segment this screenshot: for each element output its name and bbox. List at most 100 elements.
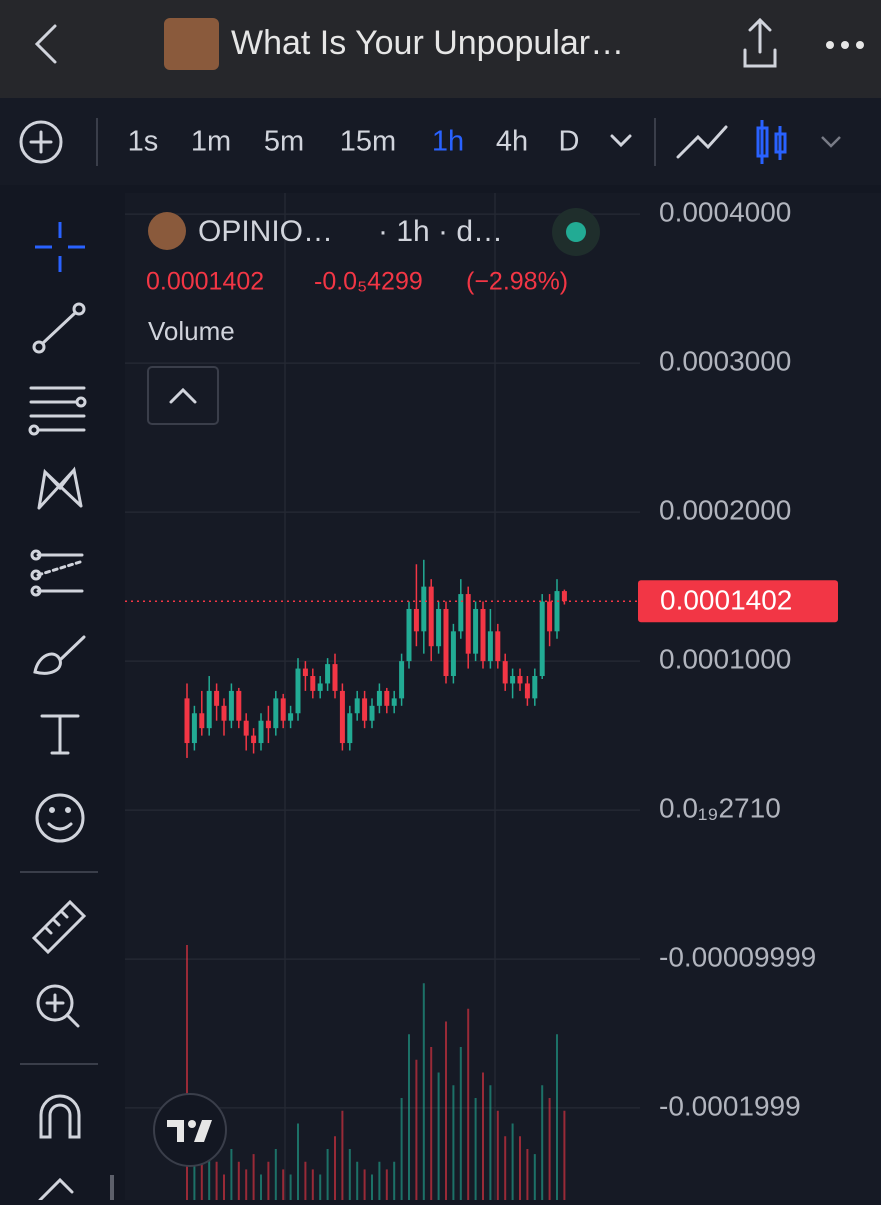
- zoom-tool[interactable]: [36, 984, 80, 1028]
- volume-bar: [230, 1149, 233, 1200]
- candle-body: [280, 698, 286, 721]
- candle-body: [532, 676, 538, 699]
- candle-body: [214, 690, 220, 706]
- symbol-icon: [148, 212, 186, 250]
- toolbar: [0, 98, 881, 185]
- last-price-label: 0.0001402: [660, 585, 792, 616]
- candle-body: [413, 608, 419, 632]
- interval-dropdown[interactable]: [610, 134, 632, 148]
- candle-body: [458, 594, 464, 632]
- trend-line-tool[interactable]: [32, 302, 86, 354]
- interval-button[interactable]: 1m: [191, 126, 231, 158]
- last-price-box: [638, 580, 838, 623]
- interval-button[interactable]: 1s: [128, 126, 159, 158]
- candle-body: [325, 664, 331, 684]
- candle-body: [332, 664, 338, 691]
- tool-sidebar: [20, 222, 98, 1202]
- candle-body: [450, 631, 456, 677]
- candle-body: [258, 720, 264, 744]
- symbol-name: OPINIO…: [198, 215, 333, 248]
- volume-bar: [496, 1110, 499, 1200]
- header-bar: [0, 0, 881, 98]
- candle-body: [421, 586, 427, 632]
- volume-bar: [378, 1161, 381, 1200]
- interval-button[interactable]: 1h: [432, 126, 464, 158]
- candle-body: [473, 608, 479, 654]
- volume-bar: [311, 1169, 314, 1200]
- candle-body: [228, 690, 234, 721]
- magnet-tool[interactable]: [39, 1094, 81, 1139]
- candle-body: [199, 713, 205, 729]
- volume-bar: [267, 1161, 270, 1200]
- volume-bar: [260, 1174, 262, 1200]
- volume-bar: [215, 1161, 218, 1200]
- tradingview-logo[interactable]: [153, 1093, 227, 1167]
- chart-type-dropdown[interactable]: [821, 136, 841, 148]
- interval-button[interactable]: 15m: [340, 126, 396, 158]
- volume-bar: [541, 1085, 544, 1200]
- candle-body: [347, 713, 353, 744]
- legend-change: -0.0₅4299: [314, 268, 423, 296]
- forecast-tool[interactable]: [30, 549, 84, 597]
- candle-body: [362, 698, 368, 721]
- candle-body: [524, 683, 530, 699]
- crosshair-tool[interactable]: [35, 222, 85, 272]
- more-tools[interactable]: [38, 1177, 74, 1202]
- candle-body: [317, 683, 323, 691]
- volume-bar: [245, 1169, 248, 1200]
- share-button[interactable]: [743, 17, 777, 68]
- candle-body: [288, 713, 294, 721]
- volume-bar: [400, 1098, 403, 1200]
- volume-bar: [504, 1136, 507, 1200]
- volume-bar: [482, 1072, 484, 1200]
- y-tick-label: 0.0003000: [659, 346, 791, 377]
- volume-bar: [297, 1123, 299, 1200]
- chart-pane: [125, 193, 881, 1200]
- volume-bar: [348, 1149, 351, 1200]
- y-tick-label: 0.0₁₉2710: [659, 792, 781, 823]
- interval-button[interactable]: D: [559, 126, 580, 158]
- intervals: 1s 1m 5m 15m 1h 4h D: [128, 126, 580, 158]
- candle-body: [561, 591, 567, 602]
- volume-bar: [334, 1136, 336, 1200]
- volume-bar: [237, 1161, 240, 1200]
- interval-button[interactable]: 5m: [264, 126, 304, 158]
- collapse-button[interactable]: [147, 366, 219, 425]
- volume-bars: [186, 945, 566, 1200]
- volume-bar: [289, 1174, 292, 1200]
- status-dot: [566, 222, 586, 242]
- volume-bar: [363, 1169, 366, 1200]
- volume-bar: [274, 1149, 277, 1200]
- volume-bar: [282, 1169, 285, 1200]
- candle-chart-button[interactable]: [756, 120, 787, 164]
- candle-body: [236, 690, 242, 721]
- candle-body: [554, 591, 560, 632]
- legend-price: 0.0001402: [146, 268, 264, 296]
- line-chart-button[interactable]: [676, 125, 728, 159]
- candle-body: [487, 631, 493, 662]
- volume-bar: [356, 1161, 359, 1200]
- candle-body: [502, 661, 508, 684]
- brush-tool[interactable]: [33, 635, 86, 675]
- emoji-tool[interactable]: [35, 793, 85, 843]
- y-tick-label: 0.0001000: [659, 644, 791, 675]
- more-button[interactable]: [826, 41, 864, 49]
- pattern-tool[interactable]: [37, 466, 83, 510]
- ruler-tool[interactable]: [31, 899, 87, 955]
- candle-body: [547, 601, 553, 632]
- volume-bar: [208, 1136, 211, 1200]
- add-button[interactable]: [19, 120, 63, 164]
- y-tick-label: 0.0002000: [659, 495, 791, 526]
- legend-change-pct: (−2.98%): [466, 268, 568, 296]
- volume-bar: [408, 1034, 410, 1200]
- volume-bar: [304, 1161, 307, 1200]
- interval-button[interactable]: 4h: [496, 126, 528, 158]
- volume-bar: [489, 1085, 492, 1200]
- text-tool[interactable]: [40, 714, 80, 755]
- fib-tool[interactable]: [28, 386, 87, 436]
- candles: [184, 559, 567, 758]
- candle-body: [221, 705, 227, 721]
- volume-bar: [467, 1008, 470, 1200]
- volume-bar: [385, 1169, 388, 1200]
- back-button[interactable]: [34, 24, 57, 64]
